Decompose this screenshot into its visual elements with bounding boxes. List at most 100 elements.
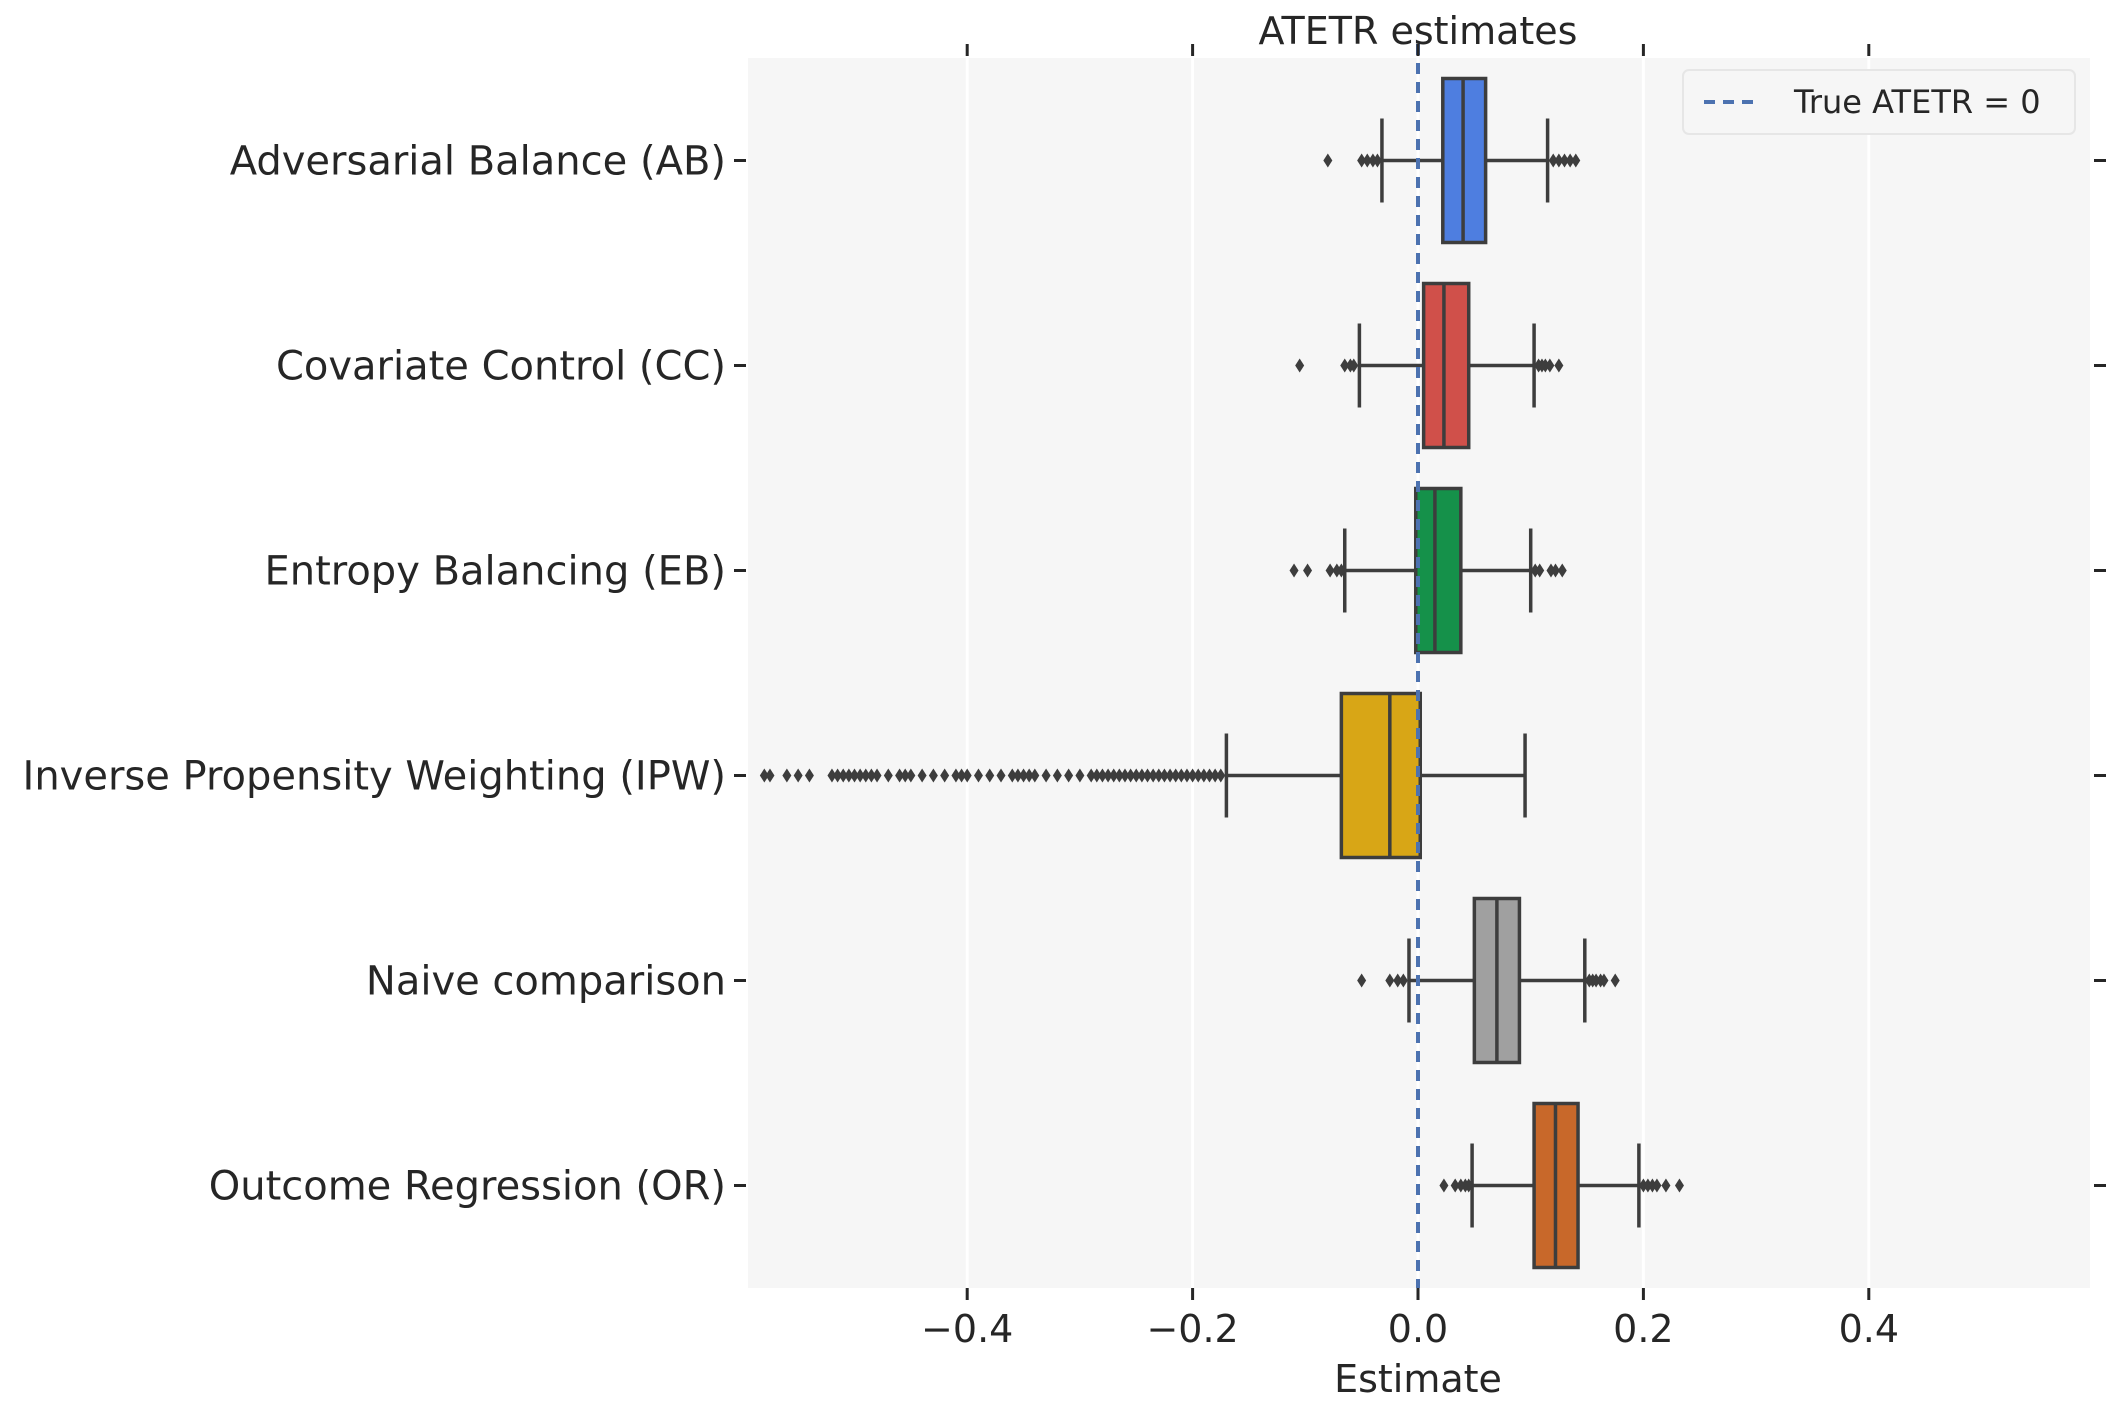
outlier-point	[900, 768, 910, 783]
y-tick-label: Outcome Regression (OR)	[209, 1164, 726, 1210]
outlier-point	[1126, 768, 1136, 783]
outlier-point	[1007, 768, 1017, 783]
outlier-point	[1464, 1178, 1474, 1193]
outlier-point	[838, 768, 848, 783]
outlier-point	[833, 768, 843, 783]
outlier-point	[1393, 973, 1403, 988]
outlier-point	[1456, 1178, 1466, 1193]
x-axis-label: Estimate	[1334, 1357, 1502, 1401]
outlier-point	[973, 768, 983, 783]
outlier-point	[1210, 768, 1220, 783]
boxes	[759, 76, 1684, 1270]
outlier-point	[1385, 973, 1395, 988]
outlier-point	[872, 768, 882, 783]
outlier-point	[895, 768, 905, 783]
outlier-point	[850, 768, 859, 783]
iqr-box	[1413, 486, 1463, 655]
outlier-point	[1159, 768, 1169, 783]
outlier-point	[1097, 768, 1107, 783]
x-tick-label: 0.4	[1839, 1307, 1899, 1351]
outlier-point	[1398, 973, 1408, 988]
outlier-point	[1171, 768, 1181, 783]
iqr-box	[1421, 281, 1471, 450]
box-series	[1295, 281, 1564, 450]
outlier-point	[1199, 768, 1209, 783]
outlier-point	[1591, 973, 1601, 988]
y-tick-label: Naive comparison	[366, 959, 726, 1005]
outlier-point	[962, 768, 972, 783]
outlier-point	[1340, 358, 1350, 373]
outlier-point	[1131, 768, 1141, 783]
outlier-point	[1357, 973, 1367, 988]
outlier-point	[1109, 768, 1119, 783]
outlier-point	[1188, 768, 1198, 783]
outlier-point	[1092, 768, 1102, 783]
outlier-point	[1545, 358, 1555, 373]
outlier-point	[1548, 153, 1558, 168]
outlier-point	[1638, 1178, 1648, 1193]
box-series	[1439, 1101, 1684, 1270]
x-tick-label: 0.2	[1613, 1307, 1673, 1351]
y-tick-label: Entropy Balancing (EB)	[264, 549, 726, 595]
outlier-point	[1323, 153, 1333, 168]
outlier-point	[1332, 563, 1342, 578]
outlier-point	[1137, 768, 1147, 783]
outlier-point	[1114, 768, 1124, 783]
outlier-point	[1349, 358, 1359, 373]
outlier-point	[1041, 768, 1051, 783]
outlier-point	[1450, 1178, 1460, 1193]
outlier-point	[844, 768, 854, 783]
outlier-point	[1052, 768, 1062, 783]
outlier-point	[782, 768, 792, 783]
box-series	[1289, 486, 1567, 655]
box-series	[1323, 76, 1581, 245]
outlier-point	[940, 768, 950, 783]
outlier-point	[1546, 563, 1556, 578]
outlier-point	[1120, 768, 1130, 783]
outlier-point	[1368, 153, 1378, 168]
outlier-point	[1554, 358, 1564, 373]
outlier-point	[1674, 1178, 1684, 1193]
outlier-point	[1289, 563, 1299, 578]
outlier-point	[866, 768, 876, 783]
outlier-point	[1565, 153, 1575, 168]
outlier-point	[906, 768, 916, 783]
outlier-point	[1176, 768, 1186, 783]
outlier-point	[1535, 563, 1545, 578]
outlier-point	[1336, 563, 1346, 578]
outlier-point	[1540, 358, 1550, 373]
y-tick-label: Covariate Control (CC)	[276, 344, 726, 390]
outlier-point	[1362, 153, 1372, 168]
outlier-point	[1024, 768, 1034, 783]
legend-label: True ATETR = 0	[1793, 83, 2041, 121]
outlier-point	[1303, 563, 1313, 578]
outlier-point	[1557, 563, 1567, 578]
outlier-point	[1013, 768, 1023, 783]
outlier-point	[1143, 768, 1153, 783]
outlier-point	[917, 768, 927, 783]
outlier-point	[1571, 153, 1581, 168]
axes: −0.4 −0.2 0.0 0.2 0.4 Adversarial Balance (AB…	[23, 44, 2106, 1351]
outlier-point	[1643, 1178, 1653, 1193]
outlier-point	[1439, 1178, 1449, 1193]
outlier-point	[1652, 1178, 1662, 1193]
outlier-point	[1165, 768, 1175, 783]
box-series	[1357, 896, 1620, 1065]
outlier-point	[855, 768, 865, 783]
outlier-point	[1205, 768, 1215, 783]
outlier-point	[996, 768, 1006, 783]
y-tick-label: Inverse Propensity Weighting (IPW)	[23, 754, 726, 800]
outlier-point	[1030, 768, 1040, 783]
outlier-point	[1560, 153, 1570, 168]
outlier-point	[1182, 768, 1192, 783]
outlier-point	[1148, 768, 1158, 783]
outlier-point	[804, 768, 814, 783]
outlier-point	[1550, 563, 1560, 578]
outlier-point	[765, 768, 775, 783]
outlier-point	[1154, 768, 1164, 783]
outlier-point	[1064, 768, 1074, 783]
outlier-point	[985, 768, 995, 783]
box-series	[759, 691, 1527, 860]
iqr-box	[1339, 691, 1423, 860]
